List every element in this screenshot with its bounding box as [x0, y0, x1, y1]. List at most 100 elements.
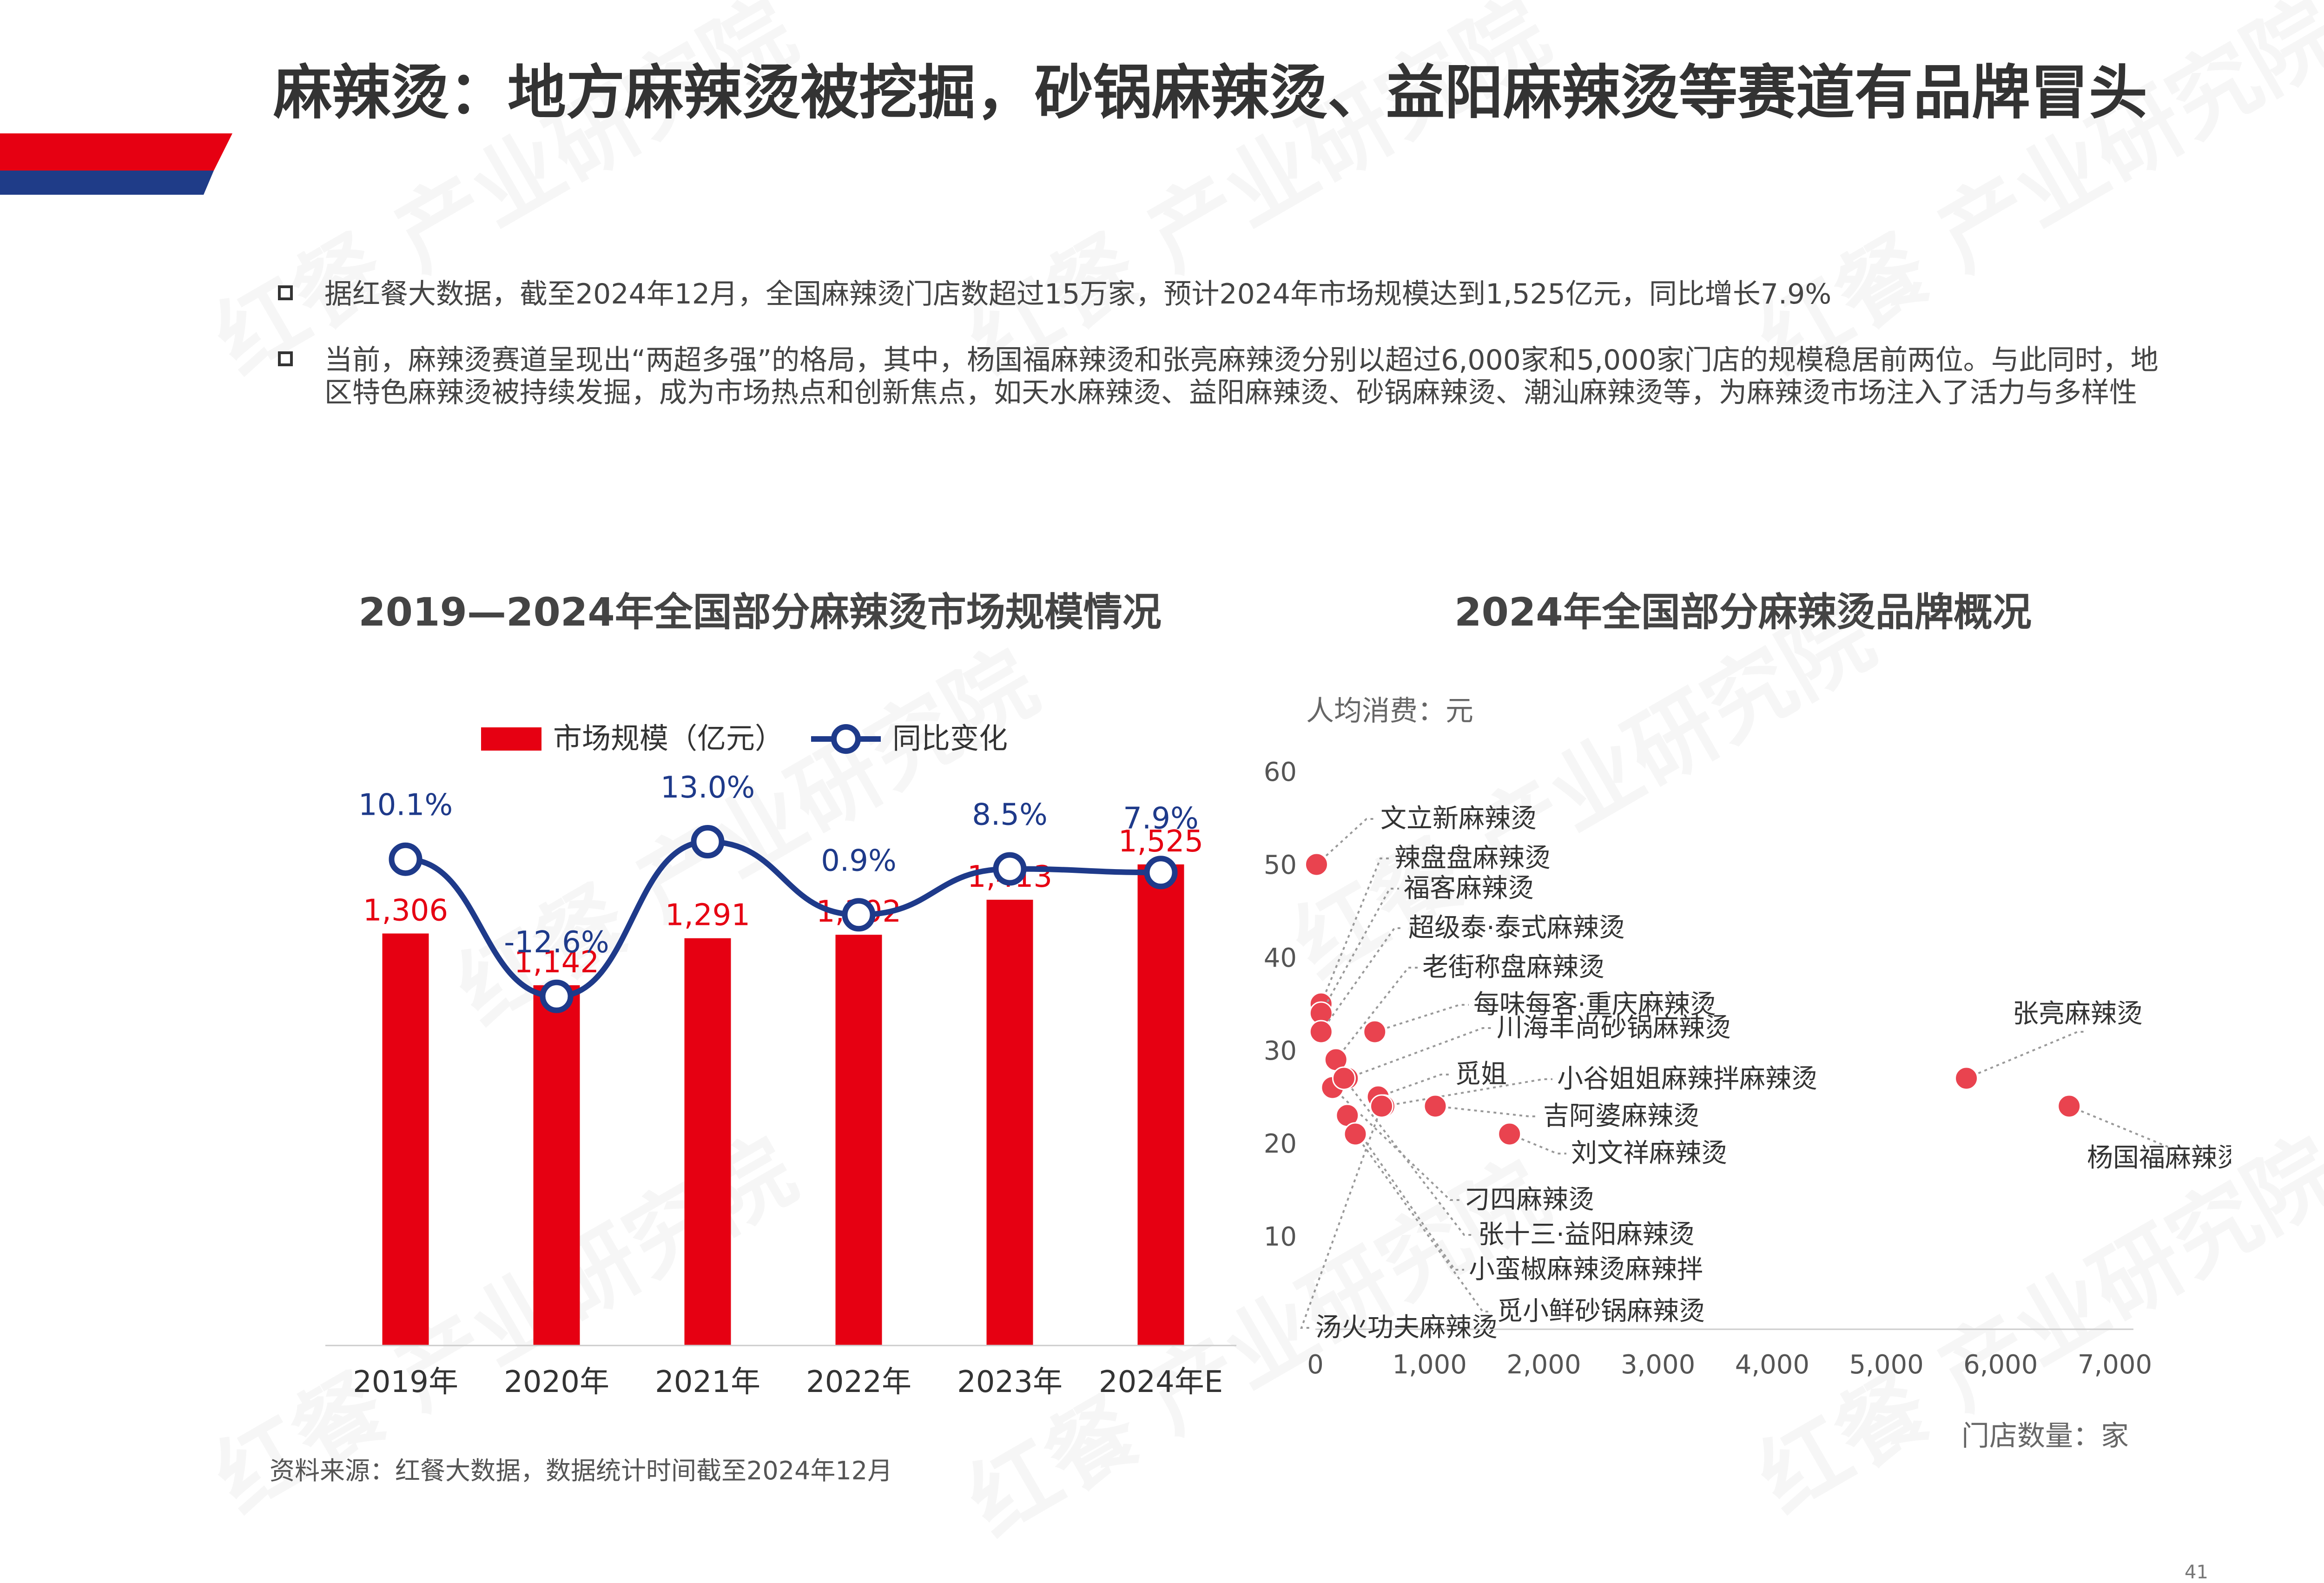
- legend-marker-icon: [831, 724, 861, 754]
- line-point: [993, 852, 1027, 886]
- y-tick-label: 50: [1264, 850, 1297, 880]
- leader-line: [1354, 1133, 1492, 1313]
- x-tick-label: 6,000: [1963, 1350, 2038, 1380]
- bar-data-label: 1,306: [363, 894, 448, 928]
- source-note: 资料来源：红餐大数据，数据统计时间截至2024年12月: [270, 1456, 893, 1485]
- scatter-point: [1343, 1122, 1367, 1146]
- legend-label: 市场规模（亿元）: [553, 721, 784, 755]
- y-tick-label: 40: [1264, 943, 1297, 973]
- bar: [684, 938, 731, 1346]
- line-point: [540, 979, 574, 1013]
- leader-line: [1343, 1077, 1473, 1236]
- bullet-item: 当前，麻辣烫赛道呈现出“两超多强”的格局，其中，杨国福麻辣烫和张亮麻辣烫分别以超…: [273, 344, 2160, 409]
- legend-bar-swatch: [481, 727, 541, 751]
- line-point: [842, 898, 876, 932]
- leader-line: [1966, 1031, 2087, 1079]
- x-axis-title: 门店数量：家: [1961, 1420, 2129, 1452]
- line-data-label: -12.6%: [504, 925, 609, 960]
- line-point: [389, 842, 423, 876]
- scatter-point: [1423, 1094, 1447, 1118]
- point-label: 汤火功夫麻辣烫: [1315, 1313, 1498, 1343]
- bullet-text: 当前，麻辣烫赛道呈现出“两超多强”的格局，其中，杨国福麻辣烫和张亮麻辣烫分别以超…: [324, 344, 2159, 409]
- y-axis-title: 人均消费：元: [1306, 695, 1473, 727]
- bar: [835, 935, 882, 1346]
- leader-line: [1335, 967, 1418, 1061]
- bar-data-label: 1,291: [665, 898, 750, 933]
- leader-line: [1374, 1004, 1469, 1033]
- point-label: 每味每客·重庆麻辣烫: [1473, 989, 1716, 1020]
- x-tick-label: 2020年: [504, 1365, 609, 1399]
- point-label: 刁四麻辣烫: [1464, 1185, 1594, 1215]
- line-data-label: 8.5%: [972, 798, 1048, 832]
- line-data-label: 13.0%: [660, 771, 755, 805]
- scatter-point: [1363, 1020, 1387, 1044]
- leader-line: [2068, 1105, 2180, 1149]
- point-label: 觅姐: [1455, 1059, 1507, 1089]
- bar-data-label: 1,525: [1118, 824, 1203, 859]
- point-label: 张十三·益阳麻辣烫: [1478, 1220, 1695, 1250]
- x-tick-label: 4,000: [1735, 1350, 1809, 1380]
- page-title: 麻辣烫：地方麻辣烫被挖掘，砂锅麻辣烫、益阳麻辣烫等赛道有品牌冒头: [273, 59, 2147, 127]
- x-tick-label: 5,000: [1849, 1350, 1923, 1380]
- bar: [986, 899, 1033, 1346]
- point-label: 杨国福麻辣烫: [2087, 1143, 2231, 1173]
- bar-data-label: 1,142: [514, 945, 599, 980]
- scatter-point: [1954, 1066, 1979, 1090]
- line-data-label: 10.1%: [358, 788, 453, 823]
- line-data-label: 7.9%: [1123, 801, 1199, 836]
- x-tick-label: 2023年: [957, 1365, 1063, 1399]
- line-point: [691, 825, 725, 858]
- point-label: 吉阿婆麻辣烫: [1543, 1101, 1699, 1131]
- x-tick-label: 3,000: [1621, 1350, 1695, 1380]
- bar: [382, 933, 429, 1346]
- y-tick-label: 30: [1264, 1036, 1297, 1066]
- y-tick-label: 20: [1264, 1129, 1297, 1159]
- x-tick-label: 2,000: [1506, 1350, 1581, 1380]
- square-bullet-icon: [278, 285, 293, 300]
- point-label: 小蛮椒麻辣烫麻辣拌: [1469, 1254, 1703, 1285]
- point-label: 刘文祥麻辣烫: [1571, 1138, 1727, 1168]
- y-tick-label: 60: [1264, 757, 1297, 787]
- bar-line-chart: 市场规模（亿元） 同比变化 1,306 2019年 1,142 2020年 1,291 202…: [325, 721, 1236, 1399]
- line-point: [1144, 856, 1178, 890]
- x-tick-label: 7,000: [2078, 1350, 2152, 1380]
- point-label: 张亮麻辣烫: [2013, 999, 2143, 1029]
- bullet-list: 据红餐大数据，截至2024年12月，全国麻辣烫门店数超过15万家，预计2024年…: [273, 278, 2160, 442]
- x-tick-label: 2024年E: [1099, 1365, 1223, 1399]
- point-label: 老街称盘麻辣烫: [1422, 952, 1604, 983]
- bar: [1137, 864, 1184, 1346]
- leader-line: [1435, 1105, 1538, 1117]
- scatter-point: [1304, 852, 1328, 877]
- point-label: 川海丰尚砂锅麻辣烫: [1497, 1013, 1731, 1043]
- leader-line: [1316, 818, 1376, 865]
- leader-line: [1347, 1027, 1492, 1079]
- y-tick-label: 10: [1264, 1222, 1297, 1252]
- square-bullet-icon: [278, 351, 293, 366]
- bar-chart-title: 2019—2024年全国部分麻辣烫市场规模情况: [358, 589, 1162, 635]
- bullet-text: 据红餐大数据，截至2024年12月，全国麻辣烫门店数超过15万家，预计2024年…: [324, 278, 1832, 310]
- scatter-point: [1309, 1020, 1333, 1044]
- leader-line: [1320, 857, 1390, 1004]
- scatter-point: [2057, 1094, 2081, 1118]
- scatter-chart-title: 2024年全国部分麻辣烫品牌概况: [1454, 589, 2032, 635]
- point-label: 辣盘盘麻辣烫: [1394, 843, 1551, 873]
- point-label: 小谷姐姐麻辣拌麻辣烫: [1557, 1064, 1817, 1094]
- x-tick-label: 0: [1307, 1350, 1324, 1380]
- point-label: 超级泰·泰式麻辣烫: [1408, 913, 1625, 943]
- point-label: 福客麻辣烫: [1404, 873, 1534, 904]
- x-tick-label: 2019年: [353, 1365, 458, 1399]
- point-label: 觅小鲜砂锅麻辣烫: [1497, 1296, 1705, 1326]
- scatter-point: [1370, 1094, 1394, 1118]
- leader-line: [1300, 1106, 1383, 1329]
- leader-line: [1320, 927, 1404, 1033]
- legend: 市场规模（亿元） 同比变化: [481, 721, 1008, 755]
- legend-label: 同比变化: [892, 721, 1008, 755]
- bar: [533, 985, 580, 1346]
- x-tick-label: 1,000: [1393, 1350, 1467, 1380]
- leader-line: [1332, 1087, 1459, 1201]
- line-data-label: 0.9%: [821, 844, 897, 878]
- page-number: 41: [2185, 1562, 2208, 1583]
- scatter-point: [1498, 1122, 1522, 1146]
- bullet-item: 据红餐大数据，截至2024年12月，全国麻辣烫门店数超过15万家，预计2024年…: [273, 278, 2160, 310]
